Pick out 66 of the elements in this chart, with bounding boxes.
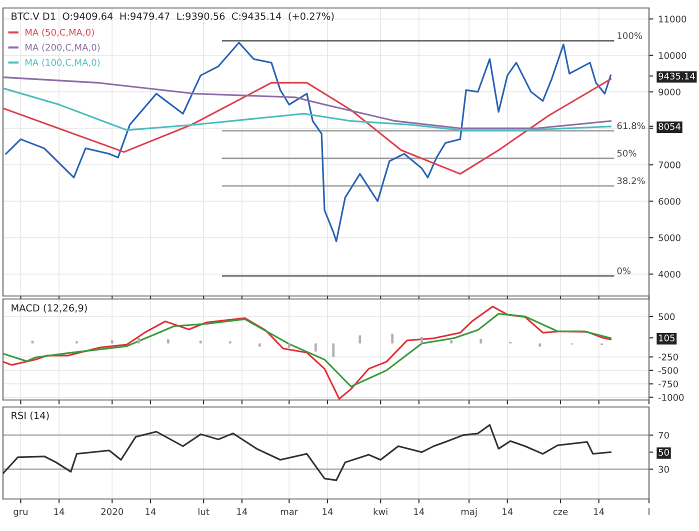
y-tick-label: -750 [658,380,678,388]
x-tick-label: mar [280,510,298,516]
line-series [3,76,612,130]
bar [538,343,542,347]
bar [199,340,202,344]
legend-label: MA (50,C,MA,0) [26,28,94,37]
line-series [5,42,612,242]
y-tick-label: 11000 [659,16,686,22]
line-series [3,78,612,175]
bar [138,338,140,344]
x-tick-label: 14 [237,508,248,515]
bar [420,336,424,344]
bar [288,343,290,348]
line-series [3,87,612,131]
x-tick-label: 14 [502,508,513,515]
y-tick-label: 4000 [658,270,680,278]
x-tick-label: cze [553,510,568,516]
x-tick-label: 14 [54,508,64,515]
chart-title: RSI (14) [12,412,49,420]
bar [167,339,170,344]
x-tick-label: maj [461,508,477,517]
bar [314,343,317,352]
y-tick-label: 500 [658,313,675,320]
annotation: 38.2% [617,177,645,184]
y-tick-label: 6000 [658,198,680,205]
x-tick-label: kwi [374,508,388,515]
annotation: 100% [618,32,642,40]
bar [258,343,261,347]
y-tick-label: -1000 [658,394,684,401]
annotation: 50% [617,150,636,157]
y-tick-label: 50 [658,448,669,456]
y-tick-label: 8054 [658,123,680,130]
y-tick-label: 105 [659,334,674,342]
x-tick-label: 14 [146,508,156,515]
bar [358,335,362,344]
bar [480,339,482,344]
x-tick-label: 14 [322,508,333,515]
y-tick-label: 9435.14 [658,72,695,80]
bar [31,340,34,344]
y-tick-label: 7000 [658,161,680,168]
y-tick-label: 10000 [659,52,686,59]
legend-label: MA (200,C,MA,0) [26,44,100,52]
line-series [3,306,612,400]
chart-title: BTC.V D1 O:9409.64 H:9479.47 L:9390.56 C:9435.14 (+0.27%) [12,12,334,21]
y-tick-label: 30 [658,466,669,473]
x-tick-label: gru [14,510,28,517]
bar [450,340,453,344]
x-tick-label: l [648,508,650,515]
x-tick-label: 14 [414,508,424,515]
x-tick-label: 14 [594,508,604,515]
y-tick-label: -500 [658,367,678,374]
y-tick-label: 70 [658,432,669,439]
bar [332,343,335,357]
bar [110,340,114,344]
y-tick-label: -250 [658,354,678,360]
x-tick-label: 2020 [101,508,124,516]
annotation: 61.8% [617,122,645,130]
line-series [3,424,612,482]
bar [391,334,394,344]
chart-title: MACD (12,26,9) [12,304,87,313]
line-series [3,312,612,388]
x-tick-label: lut [198,508,210,516]
legend-label: MA (100,C,MA,0) [26,58,100,67]
annotation: 0% [617,267,631,274]
y-tick-label: 5000 [658,234,680,242]
y-tick-label: 9000 [658,88,680,96]
